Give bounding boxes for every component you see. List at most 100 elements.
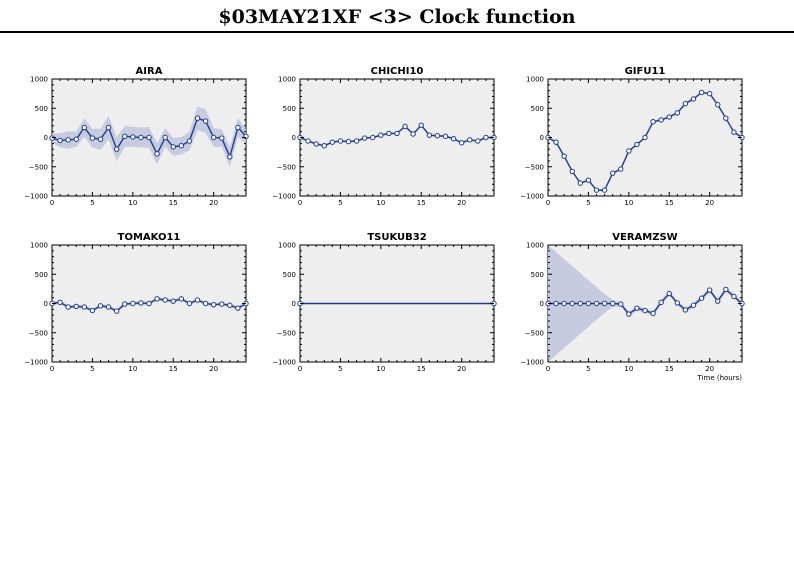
data-point (178, 296, 185, 302)
data-point (329, 139, 336, 145)
data-point (593, 187, 600, 193)
x-tick-label: 5 (586, 199, 590, 207)
x-tick-label: 0 (546, 199, 550, 207)
data-point (634, 141, 640, 148)
panel-veramzsw: VERAMZSW 0 5 10 15 20 −1000 −500 0 500 1000 Time (h… (520, 232, 745, 382)
data-point (394, 130, 400, 137)
data-point (626, 148, 632, 154)
data-point (113, 308, 120, 314)
x-tick-label: 0 (298, 365, 302, 373)
x-tick-label: 5 (586, 365, 590, 373)
data-point (601, 300, 608, 307)
data-point (361, 135, 368, 141)
y-tick-label: −500 (525, 163, 544, 171)
data-point (682, 100, 689, 107)
x-tick-label: 20 (705, 365, 714, 373)
x-tick-label: 15 (665, 365, 674, 373)
data-point (698, 295, 705, 301)
y-tick-label: 500 (35, 105, 48, 113)
data-point (642, 134, 648, 141)
y-tick-label: 500 (283, 271, 296, 279)
data-point (690, 96, 697, 102)
data-point (410, 131, 416, 137)
data-point (97, 136, 104, 142)
data-point (690, 302, 697, 308)
data-point (313, 141, 319, 147)
data-point (162, 297, 168, 303)
data-point (569, 168, 575, 175)
data-point (553, 300, 559, 307)
data-point (650, 119, 656, 125)
data-point (601, 187, 608, 193)
x-tick-label: 0 (50, 199, 54, 207)
x-tick-label: 0 (298, 199, 302, 207)
data-point (706, 90, 713, 97)
x-axis-label: Time (hours) (697, 374, 743, 382)
data-point (73, 136, 79, 142)
x-tick-label: 5 (90, 199, 94, 207)
data-point (618, 301, 624, 307)
x-tick-label: 20 (705, 199, 714, 207)
data-point (618, 166, 624, 172)
x-tick-label: 20 (209, 199, 218, 207)
x-tick-label: 15 (169, 199, 178, 207)
data-point (122, 301, 128, 307)
data-point (658, 117, 664, 123)
data-point (370, 134, 376, 141)
y-tick-label: 1000 (30, 76, 48, 84)
x-tick-label: 10 (624, 365, 633, 373)
data-point (154, 151, 160, 157)
panel-tsukub32: TSUKUB32 0 5 10 15 20 −1000 −500 0 500 1000 (272, 232, 497, 373)
x-tick-label: 15 (169, 365, 178, 373)
y-tick-label: 1000 (278, 76, 296, 84)
data-point (378, 132, 384, 138)
data-point (569, 300, 575, 307)
panel-title: TOMAKO11 (118, 232, 181, 243)
y-tick-label: 1000 (278, 242, 296, 250)
data-point (450, 135, 457, 142)
data-point (154, 296, 160, 302)
x-tick-label: 5 (338, 365, 342, 373)
data-point (731, 129, 737, 135)
data-point (402, 123, 408, 130)
data-point (49, 135, 55, 141)
data-point (178, 142, 185, 149)
y-tick-label: 500 (283, 105, 296, 113)
data-point (475, 138, 481, 144)
data-point (658, 299, 664, 306)
data-point (202, 118, 209, 124)
y-tick-label: −500 (277, 163, 296, 171)
y-tick-label: 500 (531, 105, 544, 113)
data-point (674, 110, 681, 116)
data-point (577, 180, 584, 186)
data-point (593, 300, 600, 307)
panel-tomako11: TOMAKO11 0 5 10 15 20 −1000 −500 0 500 1000 (24, 232, 249, 373)
data-point (194, 297, 201, 303)
data-point (130, 300, 136, 307)
x-tick-label: 0 (546, 365, 550, 373)
y-tick-label: −1000 (520, 359, 544, 367)
y-tick-label: 1000 (526, 76, 544, 84)
data-point (57, 299, 63, 306)
data-point (73, 303, 79, 310)
x-tick-label: 5 (338, 199, 342, 207)
data-point (467, 137, 473, 143)
x-tick-label: 15 (417, 365, 426, 373)
y-tick-label: 0 (292, 134, 296, 142)
data-point (458, 140, 465, 146)
y-tick-label: 0 (292, 300, 296, 308)
data-point (715, 298, 721, 304)
panel-title: GIFU11 (625, 66, 666, 77)
title-divider (0, 31, 794, 33)
y-tick-label: 0 (540, 134, 544, 142)
data-point (698, 89, 705, 96)
data-point (146, 134, 152, 141)
panel-title: TSUKUB32 (367, 232, 426, 243)
data-point (626, 311, 632, 317)
data-point (585, 177, 592, 183)
y-tick-label: −500 (29, 163, 48, 171)
data-point (674, 300, 681, 306)
y-tick-label: −1000 (272, 193, 296, 201)
panel-gifu11: GIFU11 0 5 10 15 20 −1000 −500 0 500 1000 (520, 66, 745, 207)
data-point (210, 134, 217, 141)
